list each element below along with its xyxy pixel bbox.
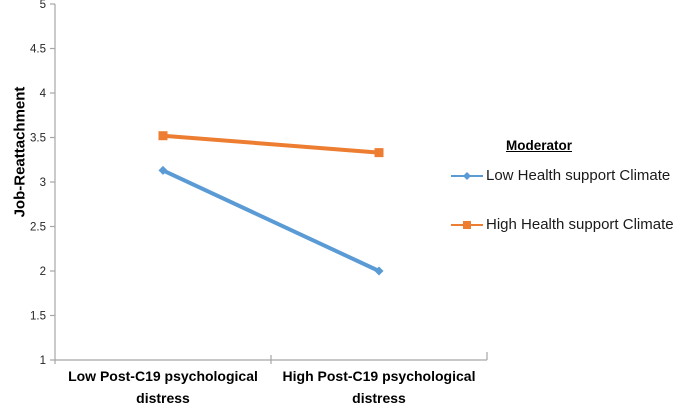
svg-text:4.5: 4.5 [30,44,46,56]
legend-title: Moderator [506,138,573,153]
legend-item-label: High Health support Climate [486,216,674,233]
legend-item-label: Low Health support Climate [486,167,671,184]
x-category-label-low-distress: Low Post-C19 psychological distress [68,368,258,406]
legend: Moderator Low Health support Climate Hig… [450,138,688,233]
x-category-label-high-distress: High Post-C19 psychological distress [282,368,476,406]
svg-text:2: 2 [40,266,46,278]
svg-text:2.5: 2.5 [30,222,46,234]
svg-text:4: 4 [40,88,47,100]
svg-text:3.5: 3.5 [30,133,46,145]
svg-text:3: 3 [40,177,46,189]
legend-item-high-health-support: High Health support Climate [450,216,688,233]
svg-text:1.5: 1.5 [30,311,46,323]
line-square-marker-icon [451,220,483,229]
svg-text:1: 1 [40,355,46,367]
svg-text:5: 5 [40,0,46,11]
legend-item-low-health-support: Low Health support Climate [450,167,688,184]
line-diamond-marker-icon [451,171,483,180]
